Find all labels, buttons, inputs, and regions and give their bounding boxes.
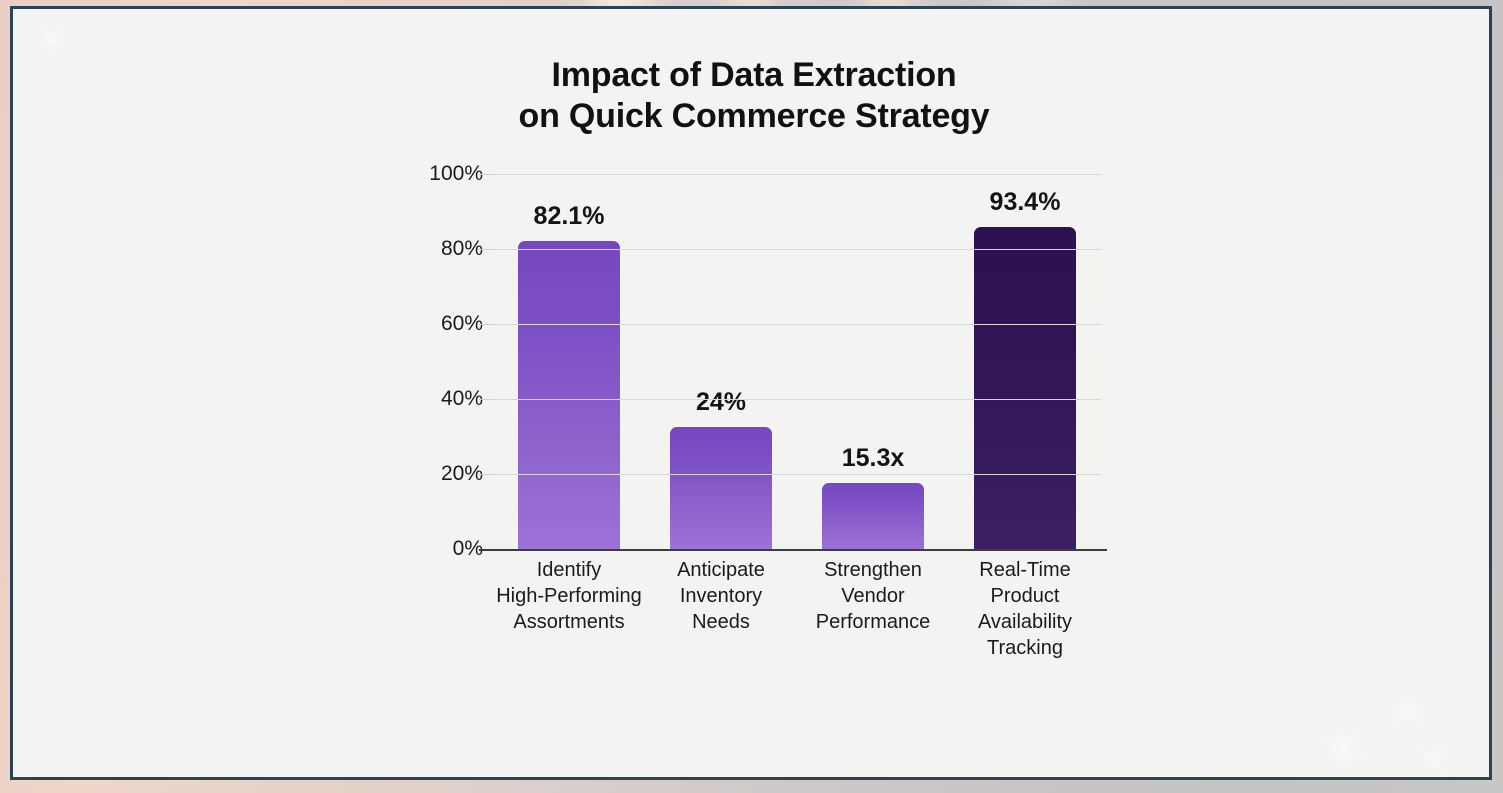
y-axis-tick-label: 60%: [440, 312, 483, 335]
bar-value-unit: %: [582, 202, 605, 231]
bar-value-unit: %: [1038, 187, 1061, 216]
gridline: [493, 249, 1101, 250]
bar-column[interactable]: 82.1%: [518, 174, 620, 549]
bar[interactable]: [822, 483, 924, 549]
bar-chart: 100% 80% 60% 40% 20% 0% 82.1% 24% 15.3x 93.4% Id…: [411, 162, 1107, 659]
gridline: [493, 399, 1101, 400]
y-axis-tick-label: 80%: [440, 237, 483, 260]
bar-column[interactable]: 24%: [670, 174, 772, 549]
bar-value-label: 93.4%: [934, 188, 1116, 217]
gridline: [493, 474, 1101, 475]
y-axis-tick-mark: [479, 249, 493, 250]
bar[interactable]: [670, 427, 772, 549]
bar-value-label: 15.3x: [782, 444, 964, 473]
gridline: [493, 324, 1101, 325]
y-axis-tick-mark: [479, 324, 493, 325]
bar-column[interactable]: 93.4%: [974, 174, 1076, 549]
y-axis-tick-label: 20%: [440, 462, 483, 485]
y-axis-tick-mark: [479, 474, 493, 475]
x-axis-category-label: Identify High-Performing Assortments: [496, 559, 642, 633]
y-axis: 100% 80% 60% 40% 20% 0%: [411, 162, 483, 560]
x-axis-category-label: Strengthen Vendor Performance: [815, 559, 931, 633]
slide-card: Impact of Data Extraction on Quick Comme…: [10, 6, 1492, 780]
plot-area: 82.1% 24% 15.3x 93.4%: [479, 174, 1107, 551]
y-axis-tick-label: 40%: [440, 387, 483, 410]
y-axis-tick-label: 100%: [429, 162, 483, 185]
bar-value-unit: %: [723, 388, 747, 417]
bar-value-label: 24%: [630, 388, 812, 417]
bar-group: 82.1% 24% 15.3x 93.4%: [493, 174, 1101, 549]
x-axis-category-label: Real-Time Product Availability Tracking: [977, 559, 1073, 659]
bar-column[interactable]: 15.3x: [822, 174, 924, 549]
x-axis-baseline: [479, 549, 1107, 551]
bar-value-number: 93.4: [989, 187, 1039, 216]
bar[interactable]: [518, 241, 620, 549]
bar[interactable]: [974, 226, 1076, 549]
y-axis-tick-label: 0%: [452, 537, 483, 560]
gridline: [493, 174, 1101, 175]
bar-value-unit: x: [890, 444, 905, 473]
y-axis-tick-mark: [479, 174, 493, 175]
bar-value-number: 24: [695, 388, 724, 417]
page-title: Impact of Data Extraction on Quick Comme…: [518, 56, 990, 135]
bar-value-number: 82.1: [533, 202, 583, 231]
x-axis-labels: Identify High-Performing Assortments Anti…: [493, 557, 1101, 677]
x-axis-category-label: Anticipate Inventory Needs: [677, 559, 765, 633]
bar-value-number: 15.3: [841, 444, 891, 473]
bar-value-label: 82.1%: [478, 202, 660, 231]
y-axis-tick-mark: [479, 399, 493, 400]
